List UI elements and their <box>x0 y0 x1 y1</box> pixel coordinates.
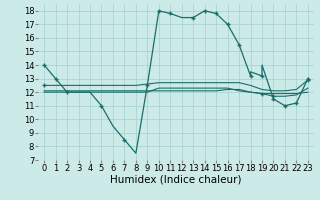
X-axis label: Humidex (Indice chaleur): Humidex (Indice chaleur) <box>110 175 242 185</box>
